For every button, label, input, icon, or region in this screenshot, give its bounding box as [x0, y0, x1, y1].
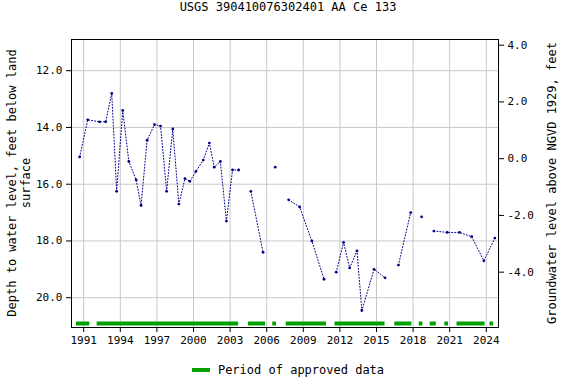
svg-text:2003: 2003 [217, 334, 244, 347]
svg-text:2006: 2006 [253, 334, 280, 347]
svg-text:14.0: 14.0 [36, 121, 63, 134]
svg-text:2024: 2024 [473, 334, 500, 347]
svg-text:4.0: 4.0 [508, 39, 528, 52]
svg-text:20.0: 20.0 [36, 291, 63, 304]
svg-text:2009: 2009 [290, 334, 317, 347]
svg-text:1997: 1997 [144, 334, 171, 347]
html-text:Period of approved data: Period of approved data [217, 362, 385, 377]
svg-text:2015: 2015 [363, 334, 390, 347]
svg-text:2012: 2012 [327, 334, 354, 347]
svg-text:16.0: 16.0 [36, 178, 63, 191]
svg-text:12.0: 12.0 [36, 64, 63, 77]
svg-text:2021: 2021 [436, 334, 463, 347]
svg-text:2000: 2000 [180, 334, 207, 347]
svg-text:1991: 1991 [70, 334, 97, 347]
svg-text:2.0: 2.0 [508, 95, 528, 108]
svg-text:-4.0: -4.0 [508, 266, 535, 279]
svg-text:Groundwater level above NGVD 1: Groundwater level above NGVD 1929, feet [545, 42, 559, 324]
svg-text:18.0: 18.0 [36, 234, 63, 247]
svg-text:1994: 1994 [107, 334, 134, 347]
svg-text:-2.0: -2.0 [508, 209, 535, 222]
svg-text:0.0: 0.0 [508, 152, 528, 165]
html-text:USGS 390410076302401 AA Ce 133: USGS 390410076302401 AA Ce 133 [179, 0, 397, 14]
svg-text:Depth to water level, feet bel: Depth to water level, feet below landsur… [5, 49, 33, 316]
svg-text:2018: 2018 [400, 334, 427, 347]
